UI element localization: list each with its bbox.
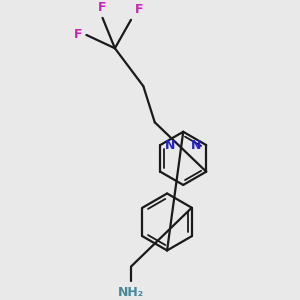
Text: F: F xyxy=(98,1,107,14)
Text: F: F xyxy=(74,28,82,41)
Text: NH₂: NH₂ xyxy=(118,286,144,298)
Text: F: F xyxy=(135,3,143,16)
Text: N: N xyxy=(165,139,175,152)
Text: N: N xyxy=(191,139,202,152)
